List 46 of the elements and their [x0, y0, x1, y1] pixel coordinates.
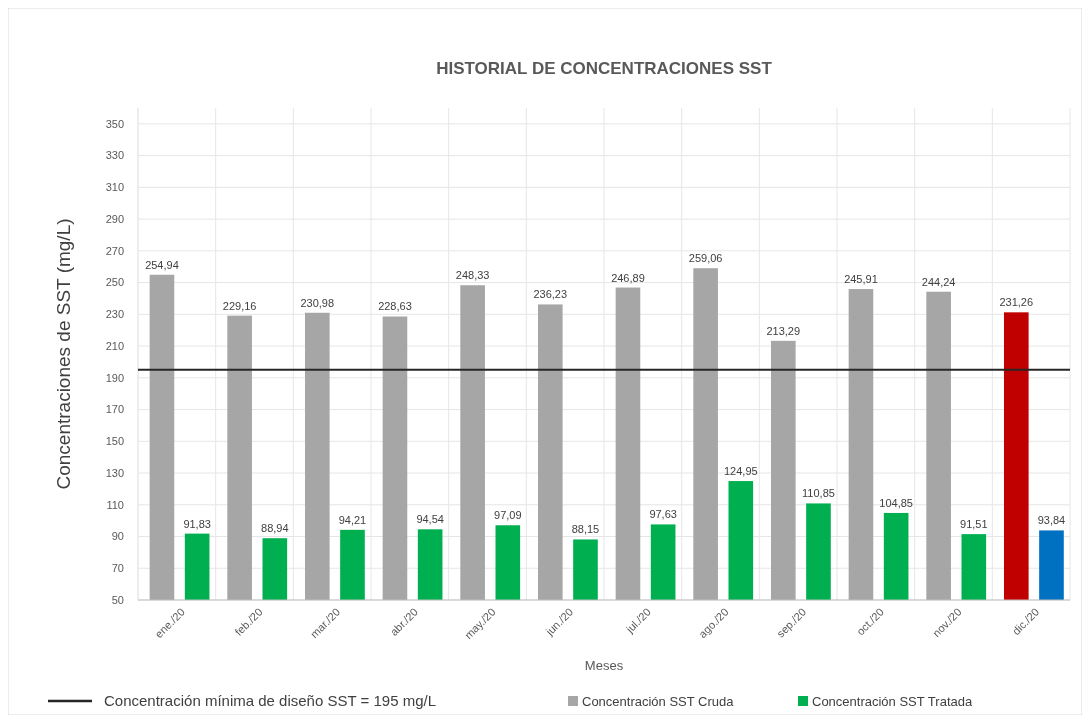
y-tick-label: 170 — [105, 403, 124, 416]
data-label: 97,63 — [649, 508, 677, 521]
chart-title: HISTORIAL DE CONCENTRACIONES SST — [436, 59, 773, 78]
data-label: 229,16 — [222, 299, 257, 312]
data-label: 213,29 — [766, 324, 801, 337]
legend-label: Concentración SST Tratada — [812, 693, 973, 709]
data-label: 254,94 — [145, 258, 179, 271]
y-axis-title: Concentraciones de SST (mg/L) — [53, 218, 74, 490]
y-tick-label: 310 — [105, 181, 124, 194]
legend-label: Concentración SST Cruda — [582, 693, 735, 709]
data-label: 248,33 — [455, 269, 490, 282]
data-label: 88,15 — [571, 523, 600, 536]
y-tick-label: 350 — [105, 117, 124, 130]
y-tick-label: 130 — [105, 466, 124, 479]
y-tick-label: 250 — [105, 276, 124, 289]
data-label: 231,26 — [999, 296, 1034, 309]
y-tick-label: 90 — [111, 530, 124, 543]
data-label: 230,98 — [300, 296, 335, 309]
y-tick-label: 110 — [106, 498, 124, 511]
data-label: 236,23 — [533, 288, 568, 301]
data-label: 88,94 — [261, 522, 289, 535]
data-label: 93,84 — [1037, 514, 1066, 527]
legend-label: Concentración mínima de diseño SST = 195 mg/L — [104, 692, 436, 710]
data-label: 245,91 — [844, 273, 878, 286]
data-label: 104,85 — [879, 496, 913, 509]
y-tick-label: 270 — [105, 244, 124, 257]
y-tick-label: 210 — [105, 339, 124, 352]
data-label: 244,24 — [921, 275, 956, 288]
x-axis-title: Meses — [584, 658, 624, 673]
y-tick-label: 330 — [105, 149, 124, 162]
data-label: 94,54 — [416, 513, 444, 526]
data-label: 124,95 — [723, 465, 758, 478]
data-label: 97,09 — [494, 509, 522, 522]
data-label: 228,63 — [378, 300, 412, 313]
data-label: 91,83 — [183, 517, 211, 530]
y-tick-label: 230 — [105, 308, 124, 321]
data-label: 91,51 — [960, 518, 988, 531]
data-label: 110,85 — [802, 487, 835, 500]
y-tick-label: 70 — [111, 562, 124, 575]
y-tick-label: 50 — [111, 593, 124, 606]
data-label: 94,21 — [338, 513, 367, 526]
y-tick-label: 190 — [105, 371, 124, 384]
y-tick-label: 150 — [105, 435, 124, 448]
data-label: 259,06 — [688, 252, 723, 265]
data-label: 246,89 — [611, 271, 645, 284]
y-tick-label: 290 — [105, 212, 124, 225]
